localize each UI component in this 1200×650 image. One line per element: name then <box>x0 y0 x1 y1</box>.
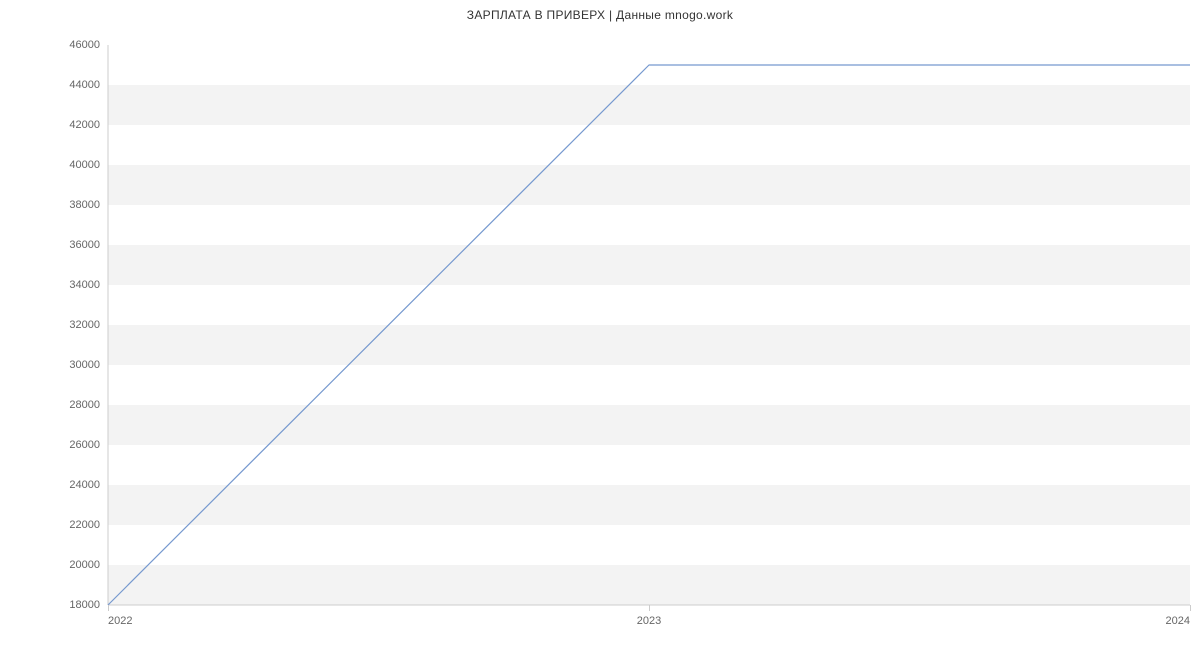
y-tick-label: 28000 <box>69 399 100 411</box>
salary-chart: ЗАРПЛАТА В ПРИВЕРХ | Данные mnogo.work 1… <box>0 0 1200 650</box>
x-tick-label: 2022 <box>108 615 132 627</box>
y-tick-label: 30000 <box>69 359 100 371</box>
x-tick-label: 2023 <box>637 615 661 627</box>
y-tick-label: 38000 <box>69 199 100 211</box>
plot-area: 1800020000220002400026000280003000032000… <box>108 45 1190 605</box>
y-tick-label: 18000 <box>69 599 100 611</box>
x-tick-mark <box>649 605 650 611</box>
x-tick-mark <box>1190 605 1191 611</box>
y-tick-label: 20000 <box>69 559 100 571</box>
y-tick-label: 42000 <box>69 119 100 131</box>
y-tick-label: 40000 <box>69 159 100 171</box>
y-tick-label: 34000 <box>69 279 100 291</box>
x-tick-mark <box>108 605 109 611</box>
y-tick-label: 24000 <box>69 479 100 491</box>
chart-title: ЗАРПЛАТА В ПРИВЕРХ | Данные mnogo.work <box>0 8 1200 22</box>
y-tick-label: 32000 <box>69 319 100 331</box>
x-tick-label: 2024 <box>1166 615 1190 627</box>
y-tick-label: 44000 <box>69 79 100 91</box>
y-tick-label: 46000 <box>69 39 100 51</box>
y-tick-label: 22000 <box>69 519 100 531</box>
y-tick-label: 26000 <box>69 439 100 451</box>
y-tick-label: 36000 <box>69 239 100 251</box>
